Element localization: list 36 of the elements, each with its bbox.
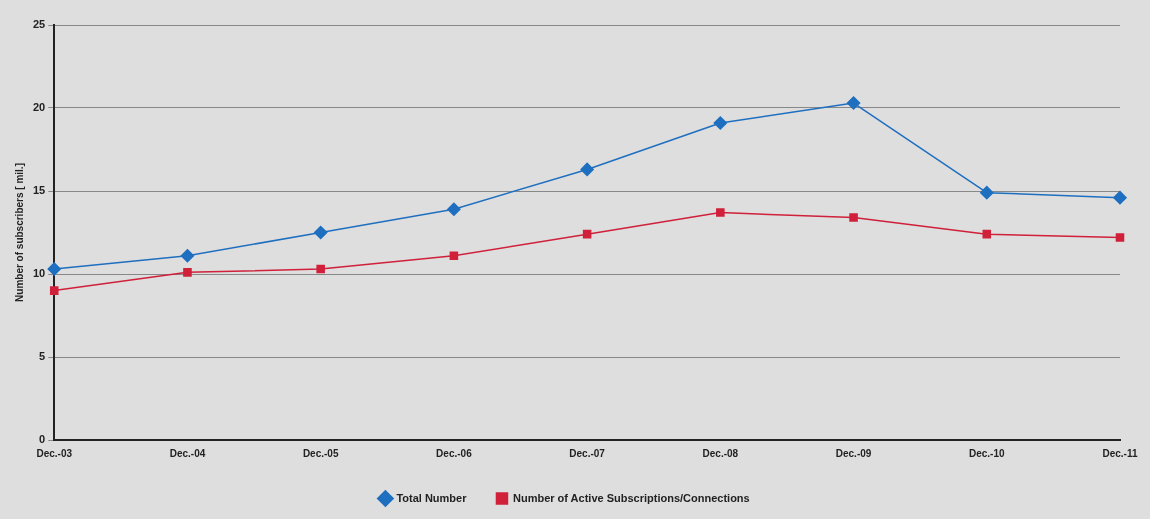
point bbox=[180, 248, 195, 263]
x-tick-label: Dec.-07 bbox=[569, 447, 606, 459]
point bbox=[1113, 190, 1127, 205]
legend-label: Number of Active Subscriptions/Connections bbox=[512, 491, 750, 504]
x-tick-label: Dec.-08 bbox=[702, 447, 739, 459]
point bbox=[316, 264, 325, 274]
point bbox=[580, 162, 594, 177]
point bbox=[980, 185, 994, 200]
x-tick-label: Dec.-09 bbox=[835, 447, 872, 459]
point bbox=[1115, 233, 1125, 242]
y-tick-label: 5 bbox=[39, 350, 46, 363]
point bbox=[982, 229, 992, 239]
y-tick-label: 20 bbox=[32, 101, 46, 114]
point bbox=[183, 268, 192, 277]
point bbox=[846, 96, 861, 110]
point bbox=[713, 116, 728, 130]
point bbox=[47, 262, 61, 276]
legend-label: Total Number bbox=[396, 491, 468, 504]
x-tick-label: Dec.-03 bbox=[36, 447, 73, 459]
point bbox=[447, 202, 461, 217]
x-tick-label: Dec.-10 bbox=[968, 447, 1006, 459]
y-tick-label: 0 bbox=[39, 433, 46, 446]
y-axis-title: Number of subscribers [ mil.] bbox=[13, 163, 25, 302]
point bbox=[313, 225, 328, 240]
point bbox=[582, 229, 592, 239]
x-tick-label: Dec.-05 bbox=[302, 447, 339, 459]
y-tick-label: 15 bbox=[32, 184, 46, 197]
point bbox=[49, 286, 59, 295]
point bbox=[716, 208, 725, 217]
y-tick-label: 10 bbox=[32, 267, 46, 280]
point bbox=[849, 213, 858, 222]
x-tick-label: Dec.-06 bbox=[436, 447, 473, 459]
point bbox=[449, 251, 459, 261]
x-tick-label: Dec.-11 bbox=[1102, 447, 1138, 459]
x-tick-label: Dec.-04 bbox=[169, 447, 206, 459]
y-tick-label: 25 bbox=[32, 18, 46, 31]
